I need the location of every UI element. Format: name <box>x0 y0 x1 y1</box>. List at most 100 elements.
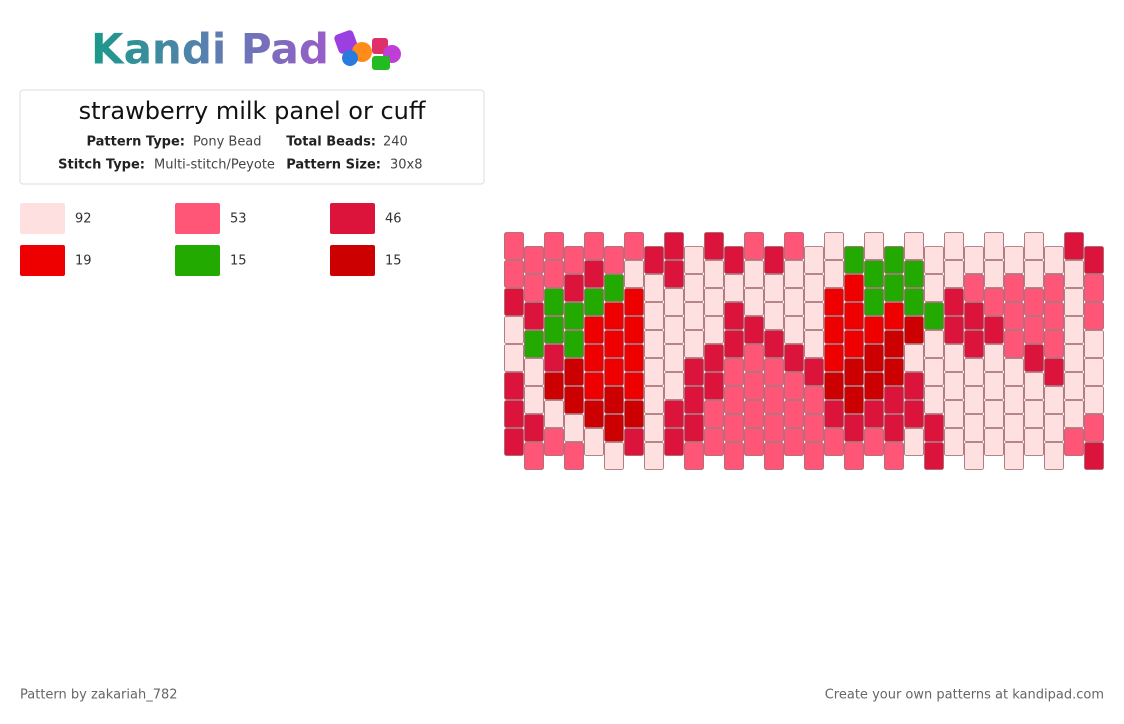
bead <box>1084 302 1104 330</box>
bead <box>1084 246 1104 274</box>
bead <box>924 414 944 442</box>
bead <box>564 358 584 386</box>
bead <box>964 246 984 274</box>
bead <box>864 428 884 456</box>
logo[interactable]: Kandi Pad <box>91 25 329 74</box>
bead <box>584 260 604 288</box>
bead <box>904 260 924 288</box>
bead <box>964 302 984 330</box>
bead <box>684 274 704 302</box>
bead <box>764 386 784 414</box>
bead <box>804 442 824 470</box>
bead <box>744 344 764 372</box>
bead <box>1044 358 1064 386</box>
color-swatch <box>330 203 375 234</box>
bead <box>664 288 684 316</box>
bead-grid <box>504 232 1104 470</box>
bead <box>804 358 824 386</box>
bead <box>1044 246 1064 274</box>
bead <box>564 414 584 442</box>
pattern-title: strawberry milk panel or cuff <box>79 97 426 125</box>
bead <box>1024 372 1044 400</box>
bead <box>704 372 724 400</box>
bead <box>764 302 784 330</box>
bead <box>584 288 604 316</box>
bead <box>1024 288 1044 316</box>
bead <box>804 274 824 302</box>
bead <box>824 428 844 456</box>
bead <box>784 288 804 316</box>
bead <box>664 316 684 344</box>
color-count: 19 <box>75 254 92 269</box>
bead <box>644 274 664 302</box>
bead <box>964 414 984 442</box>
bead <box>644 358 664 386</box>
color-count: 46 <box>385 212 402 227</box>
bead <box>904 372 924 400</box>
bead <box>624 428 644 456</box>
bead <box>584 400 604 428</box>
bead <box>604 330 624 358</box>
bead <box>844 386 864 414</box>
bead <box>1064 260 1084 288</box>
bead <box>524 386 544 414</box>
bead <box>624 400 644 428</box>
bead <box>864 288 884 316</box>
bead <box>844 246 864 274</box>
bead <box>824 260 844 288</box>
bead <box>824 400 844 428</box>
bead <box>1024 344 1044 372</box>
bead <box>744 372 764 400</box>
promo[interactable]: Create your own patterns at kandipad.com <box>825 688 1104 703</box>
field-value: Multi-stitch/Peyote <box>154 158 275 173</box>
bead <box>1064 316 1084 344</box>
bead <box>1084 442 1104 470</box>
bead <box>844 442 864 470</box>
bead <box>1064 288 1084 316</box>
bead <box>944 288 964 316</box>
bead <box>724 414 744 442</box>
bead <box>1084 414 1104 442</box>
bead <box>684 302 704 330</box>
field-label: Pattern Size: <box>286 158 381 173</box>
bead <box>884 386 904 414</box>
bead <box>784 400 804 428</box>
bead <box>684 414 704 442</box>
bead <box>944 232 964 260</box>
bead <box>864 232 884 260</box>
bead <box>904 344 924 372</box>
bead <box>1024 316 1044 344</box>
bead <box>924 442 944 470</box>
bead <box>604 386 624 414</box>
bead <box>544 344 564 372</box>
bead <box>884 414 904 442</box>
bead <box>1024 260 1044 288</box>
bead <box>884 358 904 386</box>
bead <box>824 372 844 400</box>
bead <box>664 344 684 372</box>
bead <box>1004 442 1024 470</box>
color-count: 15 <box>230 254 247 269</box>
bead <box>864 344 884 372</box>
bead <box>724 274 744 302</box>
bead <box>1064 428 1084 456</box>
bead <box>784 372 804 400</box>
bead <box>824 344 844 372</box>
bead <box>1004 246 1024 274</box>
bead <box>584 232 604 260</box>
bead <box>544 400 564 428</box>
bead <box>544 288 564 316</box>
bead <box>1084 386 1104 414</box>
bead <box>684 358 704 386</box>
bead <box>1084 274 1104 302</box>
bead <box>604 442 624 470</box>
bead <box>784 428 804 456</box>
bead <box>664 372 684 400</box>
bead <box>1084 358 1104 386</box>
bead <box>1064 400 1084 428</box>
bead <box>504 316 524 344</box>
bead <box>904 316 924 344</box>
info-box <box>19 89 485 185</box>
bead <box>964 330 984 358</box>
